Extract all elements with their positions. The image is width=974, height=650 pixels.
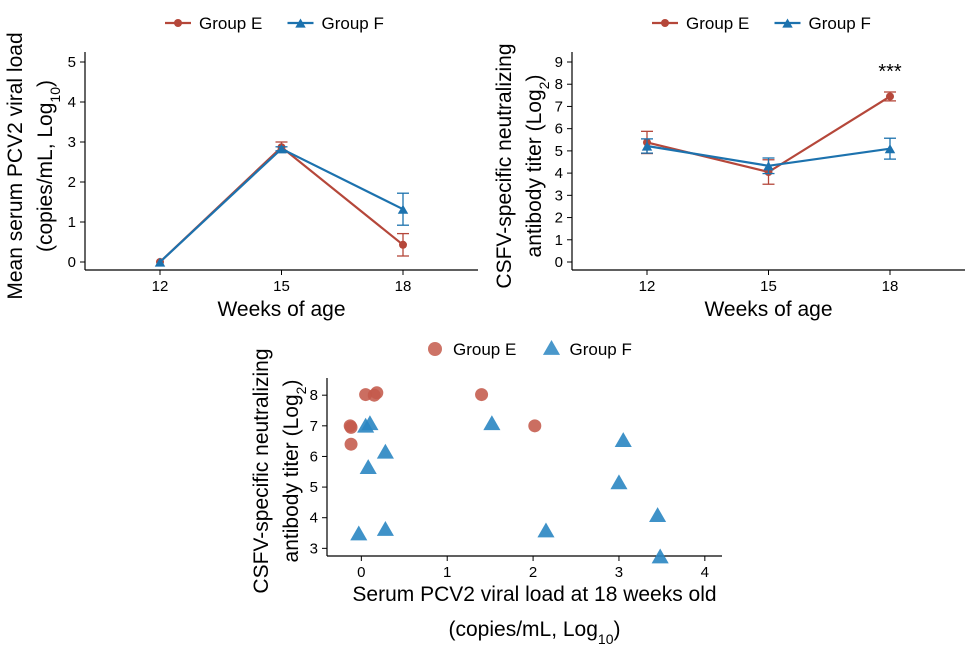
chart-left-x-tick-label: 12 bbox=[152, 278, 169, 295]
chart-right-y-title-line2: antibody titer (Log2) bbox=[523, 75, 552, 258]
chart-bottom-x-tick-label: 3 bbox=[615, 564, 623, 581]
chart-left-x-tick-label: 18 bbox=[395, 278, 412, 295]
chart-left-point-f bbox=[397, 204, 409, 214]
chart-right-legend-label-e: Group E bbox=[686, 14, 749, 33]
chart-bottom-legend-label-e: Group E bbox=[453, 340, 516, 359]
chart-left-series-e-line bbox=[159, 145, 404, 263]
chart-left-point-f bbox=[276, 144, 287, 154]
chart-bottom-x-tick-label: 1 bbox=[443, 564, 451, 581]
chart-bottom-legend-label-f: Group F bbox=[570, 340, 632, 359]
chart-right-y-tick-label: 4 bbox=[555, 165, 563, 182]
chart-bottom-y-title-line2: antibody titer (Log2) bbox=[280, 380, 309, 563]
chart-right-y-tick-label: 7 bbox=[555, 98, 563, 115]
chart-right-legend-marker-f bbox=[782, 18, 793, 28]
chart-right-x-tick-label: 15 bbox=[760, 278, 777, 295]
chart-left-y-tick-label: 4 bbox=[68, 94, 76, 111]
chart-right-y-title-line1: CSFV-specific neutralizing bbox=[493, 43, 516, 288]
chart-bottom-point-f bbox=[614, 432, 632, 447]
chart-bottom-point-f bbox=[651, 548, 669, 564]
chart-bottom-y-tick-label: 8 bbox=[310, 387, 318, 404]
chart-left-y-tick-label: 0 bbox=[68, 254, 76, 271]
chart-right-y-tick-label: 3 bbox=[555, 187, 563, 204]
chart-bottom-point-f bbox=[376, 443, 394, 459]
chart-left-x-tick-label: 15 bbox=[273, 278, 290, 295]
chart-left-y-tick-label: 5 bbox=[68, 54, 76, 71]
chart-left-legend-marker-e bbox=[174, 19, 182, 27]
chart-right-y-tick-label: 8 bbox=[555, 76, 563, 93]
chart-bottom-point-f bbox=[649, 507, 667, 523]
chart-right-y-tick-label: 1 bbox=[555, 232, 563, 249]
chart-right-y-tick-label: 2 bbox=[555, 210, 563, 227]
chart-left-legend-label-e: Group E bbox=[199, 14, 262, 33]
chart-right-point-f bbox=[763, 161, 774, 171]
chart-bottom-point-e bbox=[528, 419, 542, 433]
chart-right-legend-marker-e bbox=[661, 19, 669, 27]
chart-right-x-tick-label: 18 bbox=[882, 278, 899, 295]
chart-left-point-f bbox=[154, 257, 166, 267]
chart-bottom-y-title-line1: CSFV-specific neutralizing bbox=[250, 348, 273, 593]
chart-right-y-tick-label: 9 bbox=[555, 54, 563, 71]
chart-bottom-y-tick-label: 7 bbox=[310, 418, 318, 435]
chart-left-y-tick-label: 1 bbox=[68, 214, 76, 231]
chart-left-y-tick-label: 3 bbox=[68, 134, 76, 151]
chart-left-series-f-line bbox=[159, 147, 404, 263]
chart-right-point-f bbox=[884, 144, 896, 154]
chart-right-x-tick-label: 12 bbox=[639, 278, 656, 295]
chart-left-legend-marker-f bbox=[295, 18, 306, 28]
chart-right-y-tick-label: 0 bbox=[555, 254, 563, 271]
chart-right-y-tick-label: 6 bbox=[555, 121, 563, 138]
chart-left-y-tick-label: 2 bbox=[68, 174, 76, 191]
chart-bottom-legend-marker-e bbox=[428, 342, 442, 356]
chart-bottom-x-tick-label: 4 bbox=[701, 564, 709, 581]
chart-bottom-y-tick-label: 5 bbox=[310, 479, 318, 496]
chart-bottom-point-e bbox=[344, 437, 358, 451]
chart-bottom-legend-marker-f bbox=[542, 340, 561, 355]
chart-bottom-point-f bbox=[537, 522, 555, 538]
chart-bottom-point-e bbox=[475, 388, 489, 402]
chart-right-point-e bbox=[886, 92, 894, 101]
chart-right-x-title: Weeks of age bbox=[704, 298, 832, 321]
chart-left-y-title-line2: (copies/mL, Log10) bbox=[34, 80, 63, 252]
chart-left-point-e bbox=[399, 240, 407, 249]
chart-bottom-point-e bbox=[370, 386, 384, 400]
chart-bottom-point-f bbox=[610, 474, 628, 490]
chart-bottom-point-f bbox=[483, 415, 501, 431]
chart-bottom-point-f bbox=[350, 525, 368, 541]
chart-bottom-point-f bbox=[359, 459, 377, 474]
chart-right-significance: *** bbox=[878, 61, 902, 83]
chart-bottom-x-tick-label: 0 bbox=[357, 564, 365, 581]
chart-bottom-point-e bbox=[344, 420, 358, 434]
chart-right-legend-label-f: Group F bbox=[809, 14, 871, 33]
chart-right-y-tick-label: 5 bbox=[555, 143, 563, 160]
chart-bottom: 3 4 5 6 7 8 0 1 2 3 4 Serum PCV2 viral load at 18 w… bbox=[250, 340, 722, 647]
chart-left-legend-label-f: Group F bbox=[322, 14, 384, 33]
chart-left-y-title-line1: Mean serum PCV2 viral load bbox=[4, 32, 27, 299]
chart-bottom-x-title-line2: (copies/mL, Log10) bbox=[449, 618, 621, 647]
chart-bottom-y-tick-label: 3 bbox=[310, 540, 318, 557]
chart-bottom-x-title-line1: Serum PCV2 viral load at 18 weeks old bbox=[352, 583, 716, 606]
chart-bottom-x-tick-label: 2 bbox=[529, 564, 537, 581]
chart-right-point-f bbox=[641, 141, 653, 151]
chart-bottom-point-f bbox=[361, 415, 379, 431]
chart-left-x-title: Weeks of age bbox=[217, 298, 345, 321]
chart-bottom-point-f bbox=[376, 520, 394, 536]
chart-bottom-y-tick-label: 6 bbox=[310, 448, 318, 465]
chart-bottom-y-tick-label: 4 bbox=[310, 510, 318, 527]
